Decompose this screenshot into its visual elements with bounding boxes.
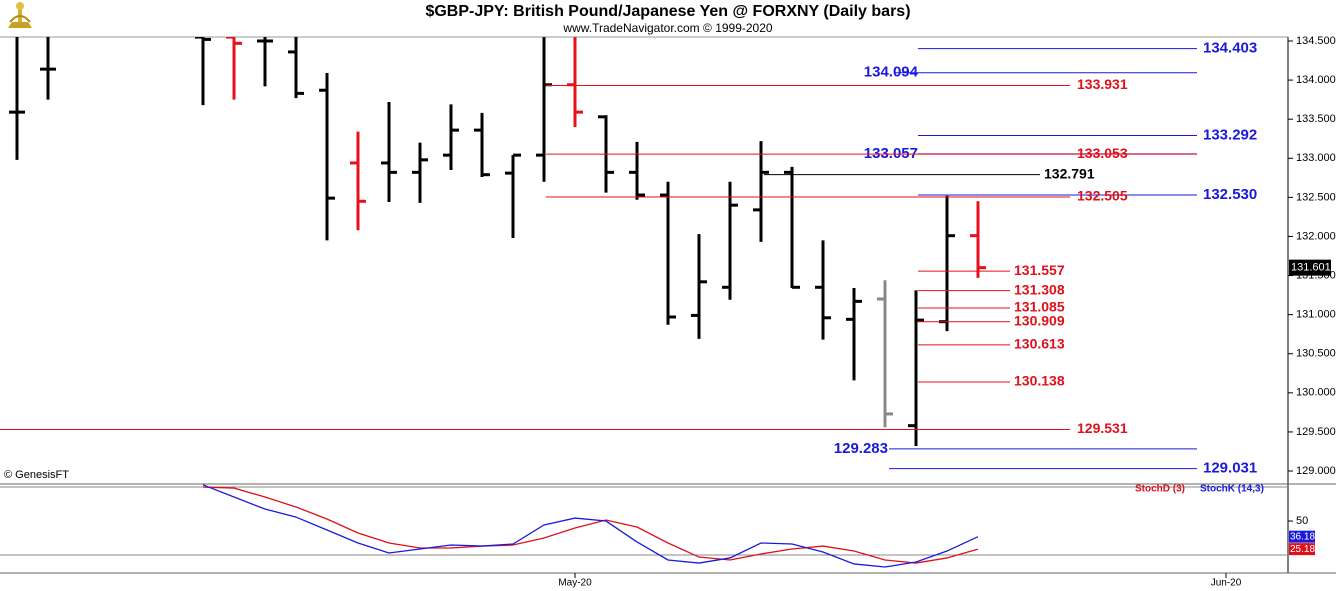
price-panel — [9, 37, 986, 447]
y-tick-label: 134.000 — [1296, 74, 1336, 86]
y-tick-label: 130.000 — [1296, 387, 1336, 399]
legend-entry: StochK (14,3) — [1200, 484, 1264, 495]
level-label: 131.557 — [1014, 262, 1065, 278]
value-label: 36.18 — [1290, 531, 1315, 542]
value-box — [1289, 530, 1315, 543]
source-note: © GenesisFT — [4, 469, 69, 481]
chart-subtitle: www.TradeNavigator.com © 1999-2020 — [562, 21, 772, 35]
y-tick-label: 133.000 — [1296, 152, 1336, 164]
last-price-label: 131.601 — [1291, 262, 1331, 274]
stoch-line — [202, 486, 979, 564]
last-price-box — [1289, 259, 1331, 276]
stoch-line — [202, 484, 979, 568]
level-label: 133.931 — [1077, 76, 1128, 92]
legend-entry: StochD (3) — [1135, 484, 1185, 495]
level-label: 129.531 — [1077, 420, 1128, 436]
value-box — [1289, 543, 1315, 556]
level-label: 132.791 — [1044, 165, 1095, 181]
y-tick-label: 129.000 — [1296, 465, 1336, 477]
y-tick-label: 129.500 — [1296, 426, 1336, 438]
level-label: 131.085 — [1014, 299, 1065, 315]
level-label: 130.613 — [1014, 336, 1065, 352]
y-tick-label: 132.500 — [1296, 191, 1336, 203]
level-label: 130.138 — [1014, 373, 1065, 389]
logo — [8, 2, 32, 28]
level-label: 129.283 — [834, 440, 888, 457]
level-label: 133.053 — [1077, 145, 1128, 161]
level-label: 129.031 — [1203, 460, 1257, 477]
y-tick-label: 130.500 — [1296, 348, 1336, 360]
y-tick-label: 50 — [1296, 515, 1308, 527]
y-tick-label: 133.500 — [1296, 113, 1336, 125]
x-tick-label: May-20 — [558, 578, 592, 589]
level-label: 134.403 — [1203, 40, 1257, 57]
value-label: 25.18 — [1290, 544, 1315, 555]
y-tick-label: 131.000 — [1296, 309, 1336, 321]
level-label: 130.909 — [1014, 312, 1065, 328]
level-label: 134.094 — [864, 64, 919, 81]
level-label: 133.057 — [864, 145, 918, 162]
x-tick-label: Jun-20 — [1211, 578, 1242, 589]
level-label: 131.308 — [1014, 281, 1065, 297]
level-label: 133.292 — [1203, 126, 1257, 143]
y-tick-label: 132.000 — [1296, 230, 1336, 242]
level-label: 132.530 — [1203, 186, 1257, 203]
y-tick-label: 134.500 — [1296, 35, 1336, 47]
chart-title: $GBP-JPY: British Pound/Japanese Yen @ F… — [425, 3, 910, 20]
level-label: 132.505 — [1077, 188, 1128, 204]
